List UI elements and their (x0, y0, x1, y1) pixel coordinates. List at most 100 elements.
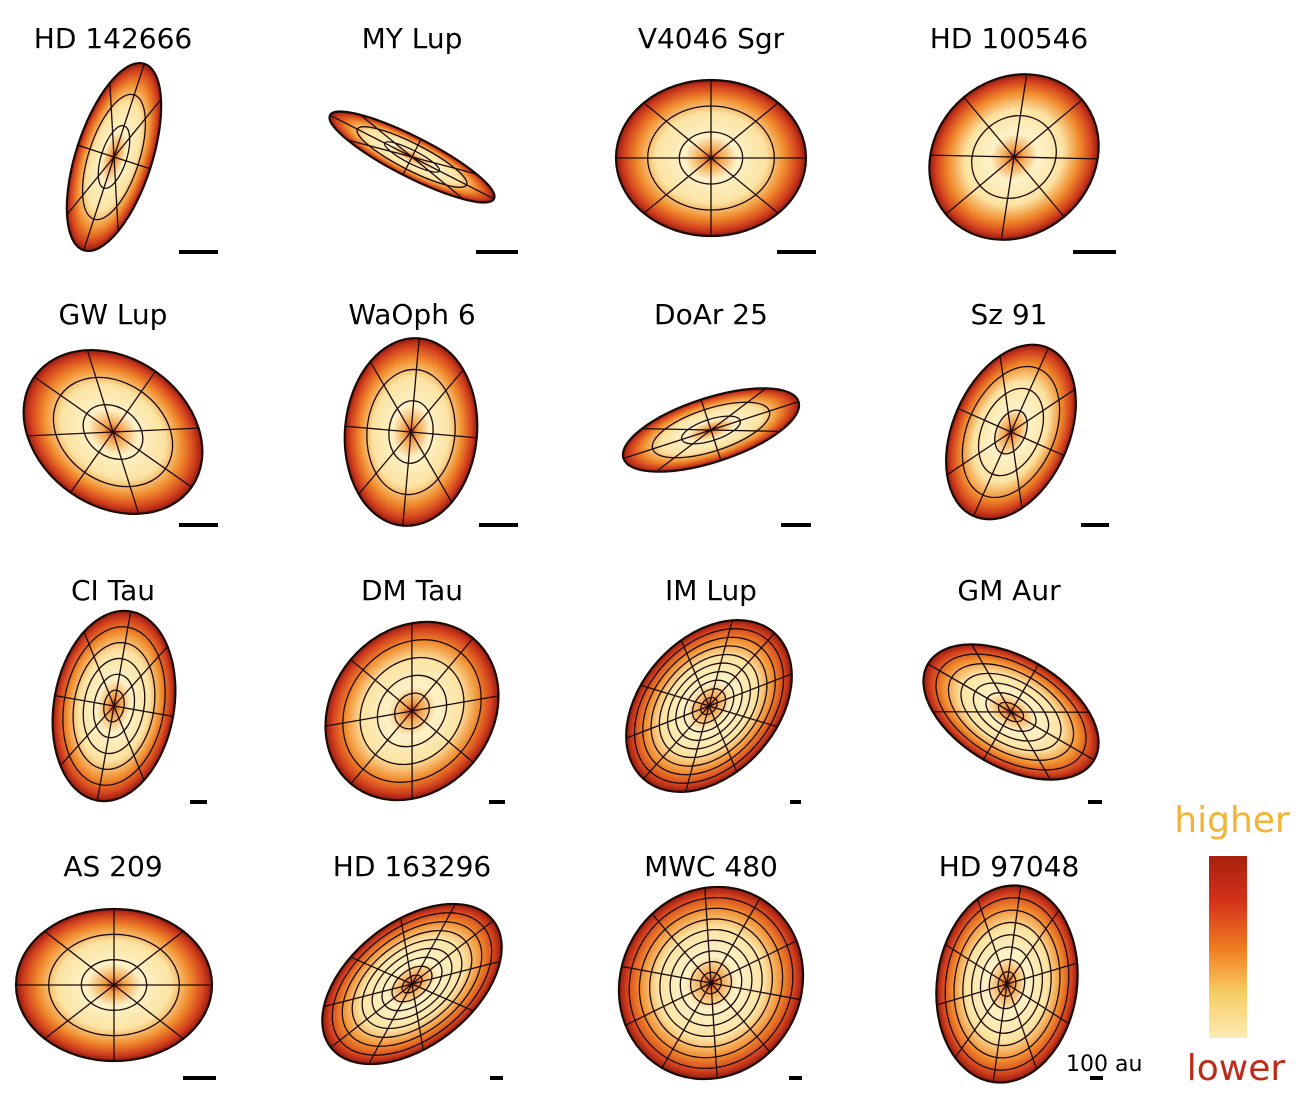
panel-title: GW Lup (59, 298, 168, 331)
azimuthal-spoke (113, 63, 145, 158)
disk-panel: Sz 91 (945, 298, 1109, 527)
panel-title: AS 209 (63, 850, 162, 883)
azimuthal-spoke (945, 156, 1015, 215)
azimuthal-spoke (643, 102, 712, 159)
azimuthal-spoke (1006, 983, 1070, 1025)
azimuthal-spoke (350, 956, 413, 985)
azimuthal-spoke (708, 673, 793, 707)
azimuthal-spoke (70, 431, 114, 493)
azimuthal-spoke (992, 983, 1008, 1083)
panel-title: HD 100546 (930, 22, 1088, 55)
azimuthal-spoke (710, 102, 779, 159)
azimuthal-spoke (651, 913, 712, 984)
panel-title: IM Lup (665, 574, 757, 607)
disk-panel: MWC 480 (617, 850, 805, 1081)
azimuthal-spoke (623, 429, 712, 460)
panel-grid: HD 142666 MY Lup V4046 Sgr HD 100546 GW Lup W… (14, 22, 1116, 1084)
disk (51, 609, 177, 803)
azimuthal-spoke (710, 429, 780, 433)
azimuthal-spoke (33, 376, 114, 433)
azimuthal-spoke (113, 930, 184, 986)
azimuthal-spoke (700, 399, 712, 431)
azimuthal-spoke (411, 903, 456, 985)
azimuthal-spoke (83, 156, 115, 251)
azimuthal-spoke (1013, 99, 1083, 158)
azimuthal-spoke (83, 631, 115, 707)
azimuthal-spoke (113, 156, 119, 232)
azimuthal-spoke (345, 425, 412, 433)
disk (321, 902, 503, 1066)
azimuthal-spoke (1006, 885, 1022, 985)
disk (935, 884, 1079, 1084)
azimuthal-spoke (113, 156, 151, 170)
azimuthal-spoke (1010, 711, 1051, 780)
disk-panel: MY Lup (328, 22, 518, 254)
azimuthal-spoke (1010, 711, 1095, 761)
azimuthal-spoke (927, 663, 1012, 713)
azimuthal-spoke (708, 632, 776, 707)
azimuthal-spoke (710, 400, 799, 431)
disk-panel: WaOph 6 (343, 298, 518, 527)
azimuthal-spoke (1010, 431, 1023, 509)
azimuthal-spoke (113, 646, 169, 707)
azimuthal-spoke (1013, 74, 1028, 158)
disk (945, 343, 1077, 521)
azimuthal-spoke (402, 156, 413, 176)
azimuthal-spoke (1010, 664, 1040, 713)
azimuthal-spoke (411, 983, 424, 1051)
azimuthal-spoke (710, 897, 761, 984)
azimuthal-spoke (982, 711, 1012, 760)
disk (324, 620, 500, 802)
azimuthal-spoke (625, 982, 712, 1026)
disk (922, 643, 1100, 781)
azimuthal-spoke (1010, 388, 1076, 433)
panel-title: HD 142666 (34, 22, 192, 55)
azimuthal-spoke (1006, 983, 1038, 1070)
panel-title: GM Aur (957, 574, 1061, 607)
azimuthal-spoke (347, 139, 413, 158)
disk-panel: DoAr 25 (621, 298, 811, 527)
azimuthal-spoke (400, 917, 413, 985)
azimuthal-spoke (680, 639, 710, 707)
azimuthal-spoke (411, 623, 413, 712)
azimuthal-spoke (1006, 910, 1060, 985)
disk (14, 907, 214, 1063)
azimuthal-spoke (411, 156, 477, 175)
azimuthal-spoke (930, 154, 1015, 158)
azimuthal-spoke (44, 984, 115, 1040)
panel-title: MY Lup (362, 22, 463, 55)
disk-panel: V4046 Sgr (614, 22, 816, 254)
azimuthal-spoke (410, 431, 477, 439)
azimuthal-spoke (411, 710, 474, 763)
panel-title: DM Tau (361, 574, 463, 607)
azimuthal-spoke (710, 982, 718, 1079)
azimuthal-spoke (710, 940, 797, 984)
azimuthal-spoke (113, 98, 162, 158)
panel-title: CI Tau (71, 574, 155, 607)
disk (621, 387, 801, 473)
azimuthal-spoke (946, 431, 1012, 476)
disk-panel: CI Tau (51, 574, 207, 804)
disk (343, 337, 479, 527)
azimuthal-spoke (963, 96, 1015, 158)
azimuthal-spoke (710, 387, 767, 431)
azimuthal-spoke (358, 431, 412, 495)
azimuthal-spoke (411, 637, 474, 712)
azimuthal-spoke (411, 960, 501, 985)
azimuthal-spoke (411, 710, 413, 799)
azimuthal-spoke (323, 983, 413, 1008)
disk-panel: HD 97048 (935, 850, 1103, 1084)
azimuthal-spoke (954, 983, 1008, 1058)
disk (928, 73, 1100, 241)
azimuthal-spoke (410, 431, 453, 503)
panel-title: V4046 Sgr (638, 22, 785, 55)
azimuthal-spoke (112, 427, 199, 433)
azimuthal-spoke (329, 114, 413, 158)
azimuthal-spoke (410, 369, 464, 433)
scale-bar-label: 100 au (1066, 1052, 1142, 1077)
disk-panel: HD 100546 (928, 22, 1116, 254)
azimuthal-spoke (643, 157, 712, 214)
azimuthal-spoke (113, 705, 145, 781)
azimuthal-spoke (621, 965, 712, 984)
